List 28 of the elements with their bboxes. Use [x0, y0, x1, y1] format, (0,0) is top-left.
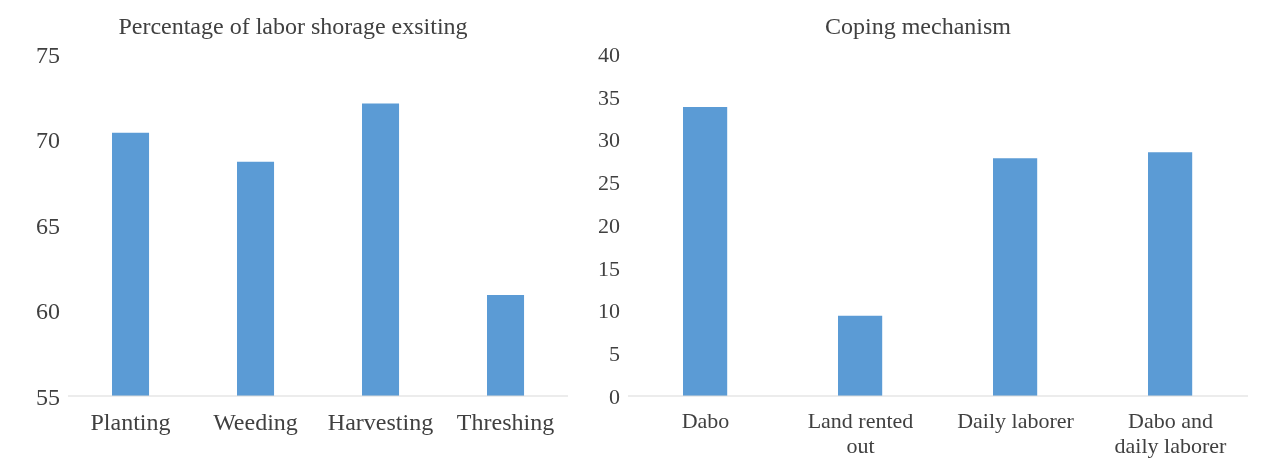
- y-tick-label: 70: [36, 127, 60, 154]
- y-tick-label: 65: [36, 212, 60, 239]
- bar: [1148, 152, 1193, 396]
- y-tick-label: 35: [598, 84, 620, 110]
- x-tick-label: Harvesting: [327, 408, 434, 435]
- y-tick-label: 0: [609, 383, 620, 409]
- x-tick-label: Dabo: [681, 407, 730, 433]
- x-tick-label: Land rented out: [807, 407, 914, 459]
- y-tick-label: 5: [609, 341, 620, 367]
- bar: [683, 107, 728, 396]
- y-tick-label: 15: [598, 255, 620, 281]
- x-tick-label: Daily laborer: [957, 407, 1075, 433]
- y-tick-label: 10: [598, 298, 620, 324]
- bar: [838, 315, 883, 396]
- chart-title: Coping mechanism: [825, 13, 1011, 39]
- y-tick-label: 40: [598, 41, 620, 67]
- y-tick-label: 30: [598, 127, 620, 153]
- x-tick-label: Weeding: [213, 408, 298, 435]
- y-tick-label: 75: [36, 41, 60, 68]
- x-tick-label: Threshing: [456, 408, 555, 435]
- x-tick-label: Dabo and daily laborer: [1114, 407, 1228, 459]
- x-tick-label: Planting: [90, 408, 171, 435]
- y-tick-label: 25: [598, 170, 620, 196]
- bar: [993, 158, 1038, 396]
- y-tick-label: 55: [36, 383, 60, 410]
- y-tick-label: 20: [598, 212, 620, 238]
- chart-title: Percentage of labor shorage exsiting: [118, 13, 468, 39]
- y-tick-label: 60: [36, 298, 60, 325]
